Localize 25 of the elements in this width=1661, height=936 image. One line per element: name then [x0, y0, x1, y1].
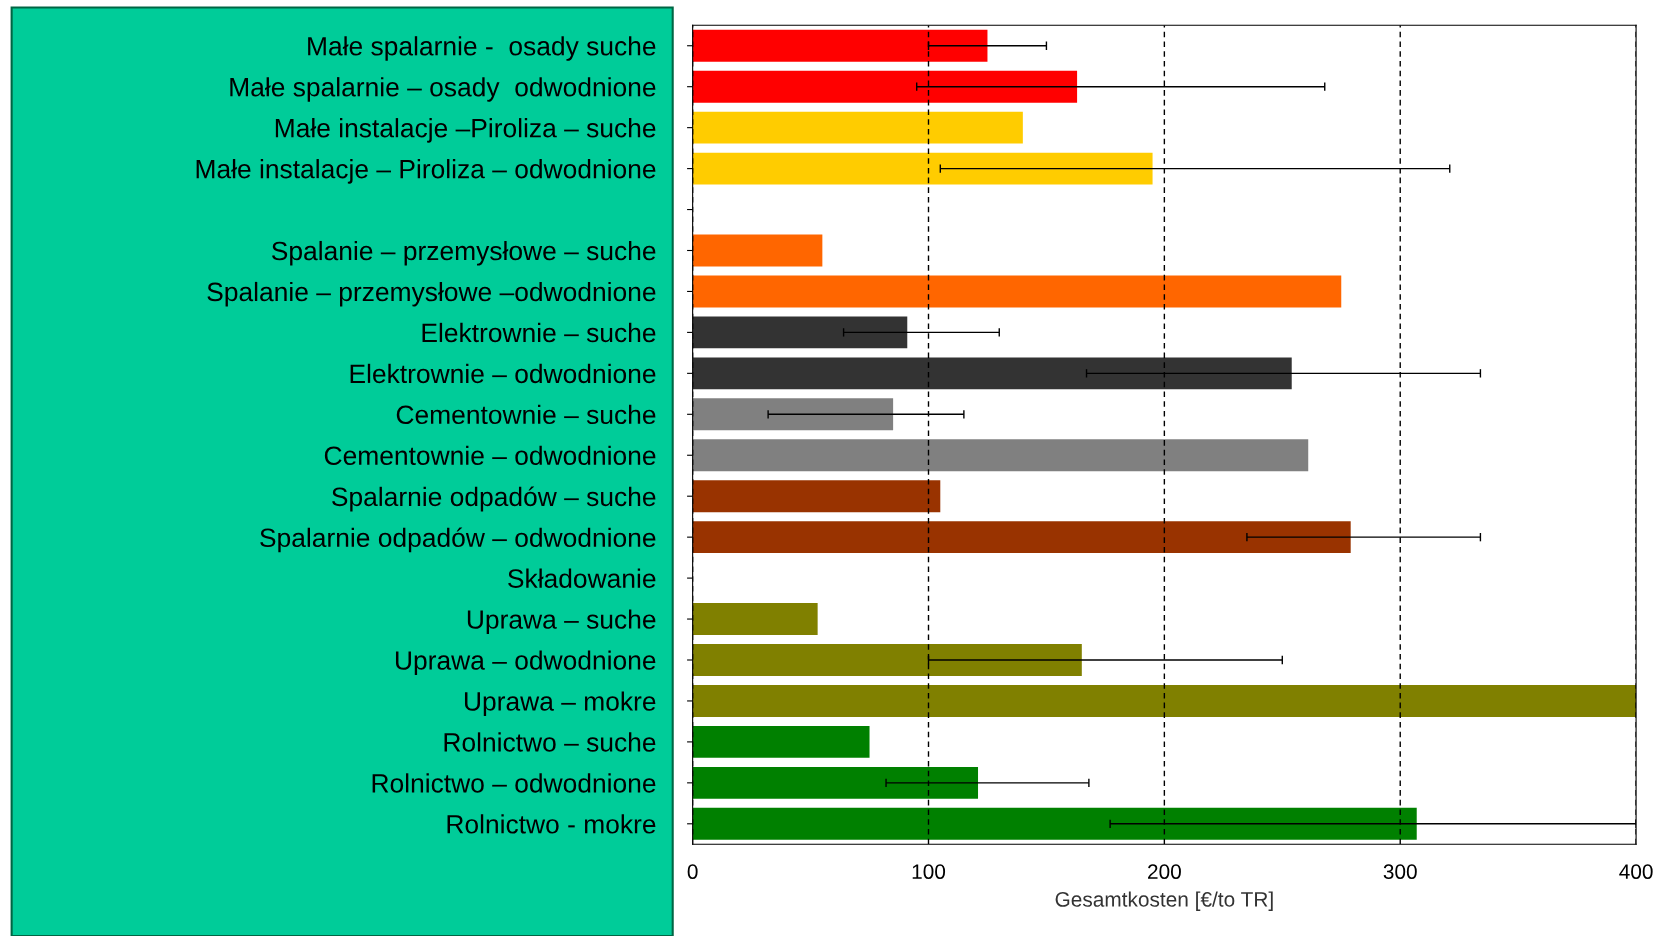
y-tick-label: Rolnictwo – odwodnione [372, 773, 656, 793]
y-tick-label: Rolnictwo - mokre [447, 814, 656, 834]
x-tick-label: 200 [1148, 864, 1181, 880]
x-tick-label: 400 [1619, 864, 1653, 880]
y-tick-label: Spalanie – przemysłowe –odwodnione [207, 281, 656, 307]
y-tick-label: Małe instalacje –Piroliza – suche [275, 118, 656, 143]
y-tick-label: Składowanie [508, 568, 656, 588]
y-tick-label: Cementownie – odwodnione [324, 445, 656, 466]
y-tick-label: Małe spalarnie - osady suche [308, 36, 656, 61]
y-tick-label: Spalanie – przemysłowe – suche [271, 240, 656, 266]
y-tick-label: Uprawa – mokre [464, 691, 656, 716]
y-tick-label: Elektrownie – suche [422, 322, 656, 343]
y-tick-label: Rolnictwo – suche [444, 732, 656, 752]
y-tick-label: Spalarnie odpadów – suche [332, 486, 656, 512]
x-axis-title: Gesamtkosten [€/to TR] [1055, 891, 1273, 911]
x-tick-label: 300 [1383, 864, 1417, 880]
y-tick-label: Małe spalarnie – osady odwodnione [230, 77, 656, 102]
x-tick-label: 0 [687, 864, 698, 880]
x-tick-label: 100 [912, 864, 946, 880]
y-tick-label: Elektrownie – odwodnione [350, 363, 656, 384]
y-tick-label: Uprawa – suche [467, 609, 656, 635]
y-tick-label: Małe instalacje – Piroliza – odwodnione [196, 159, 656, 184]
y-tick-label: Cementownie – suche [396, 404, 656, 425]
y-tick-label: Uprawa – odwodnione [395, 650, 656, 676]
y-tick-label: Spalarnie odpadów – odwodnione [260, 527, 656, 553]
